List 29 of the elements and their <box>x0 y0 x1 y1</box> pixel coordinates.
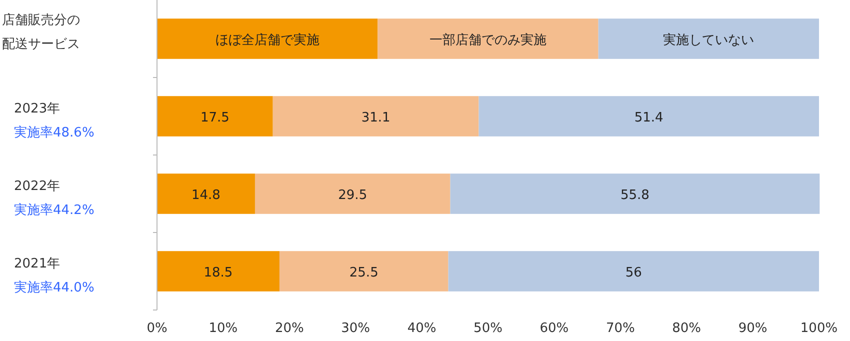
x-tick-label: 0% <box>146 321 168 336</box>
plot: 17.5 31.1 51.4 14.8 29.5 55.8 18.5 25.5 56 <box>157 96 820 292</box>
x-tick-label: 10% <box>208 321 238 336</box>
text: 店舗販売分の配送サービス <box>2 12 80 52</box>
x-tick-label: 30% <box>341 321 370 336</box>
text: 実施率48.6% <box>14 124 94 140</box>
text: 実施率44.2% <box>14 202 94 218</box>
x-tick-label: 100% <box>800 321 838 336</box>
x-tick-label: 80% <box>672 321 702 336</box>
data-label: 14.8 <box>192 188 220 203</box>
legend: ほぼ全店舗で実施 一部店舗でのみ実施 実施していない <box>157 18 819 59</box>
data-label: 55.8 <box>620 188 650 203</box>
data-label: 56 <box>625 265 642 280</box>
x-tick-label: 60% <box>540 321 569 336</box>
x-tick-label: 50% <box>474 321 502 336</box>
data-label: 51.4 <box>634 110 664 126</box>
y-tick-label: 2023年 <box>14 101 60 116</box>
x-tick-label: 20% <box>274 321 304 336</box>
data-label: 18.5 <box>204 265 233 280</box>
data-label: 17.5 <box>200 110 230 126</box>
data-label: 29.5 <box>338 188 368 203</box>
x-tick-label: 90% <box>738 321 768 336</box>
text: 実施率44.0% <box>14 279 94 296</box>
data-label: 31.1 <box>361 110 390 126</box>
y-tick-label: 2021年 <box>14 256 60 272</box>
data-label: 25.5 <box>349 265 378 280</box>
x-tick-label: 40% <box>407 321 436 336</box>
y-tick-label: 2022年 <box>14 178 60 194</box>
x-tick-label: 70% <box>606 321 635 336</box>
